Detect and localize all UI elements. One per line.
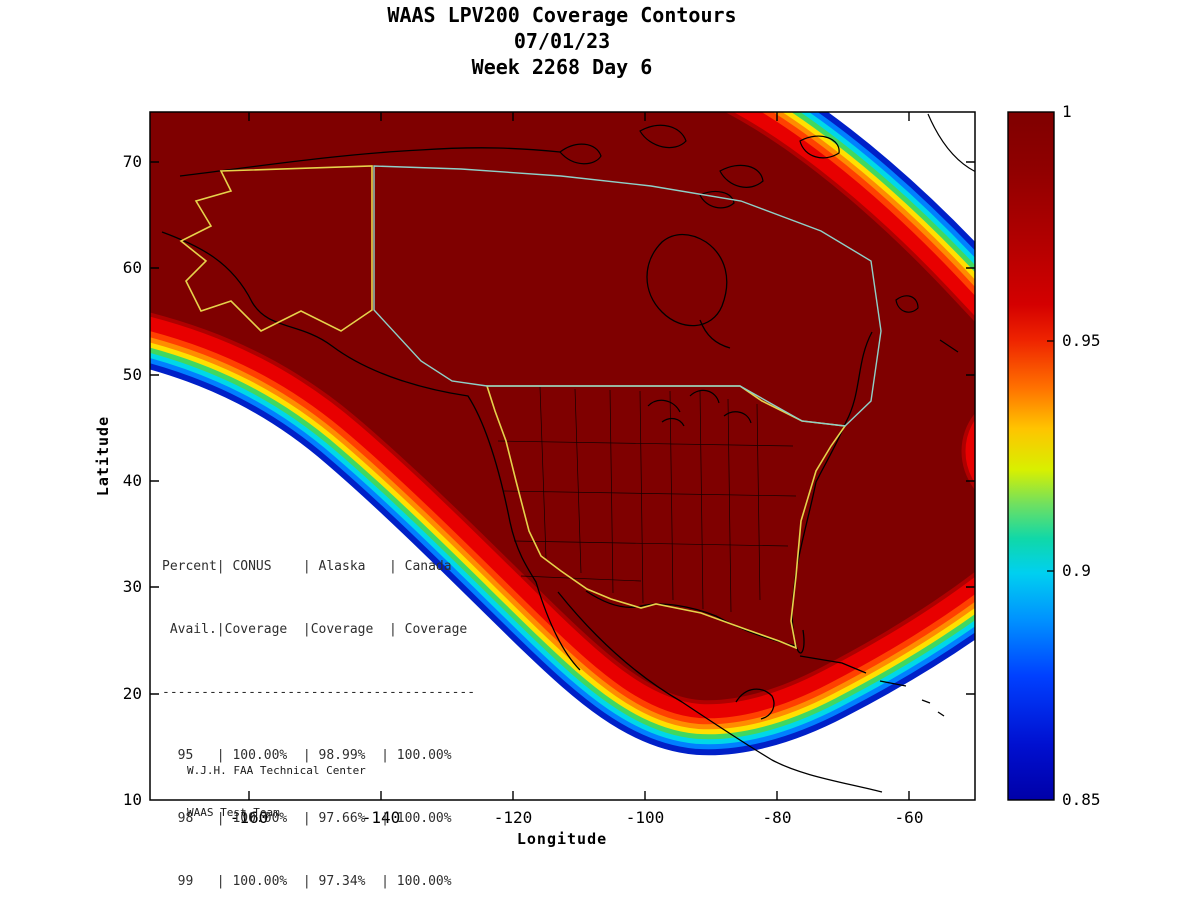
chart-title: WAAS LPV200 Coverage Contours [387,3,737,27]
x-tick-n120: -120 [493,808,533,827]
coastline-great-lakes [647,389,752,427]
credit-block: W.J.H. FAA Technical Center WAAS Test Te… [187,736,366,848]
chart-week-day: Week 2268 Day 6 [471,55,653,79]
x-tick-n100: -100 [625,808,665,827]
colorbar-tick-1: 1 [1062,102,1072,121]
y-tick-20: 20 [122,684,142,703]
coastline-hudson-bay [646,233,731,349]
y-tick-10: 10 [122,790,142,809]
x-tick-n140: -140 [361,808,401,827]
colorbar-gradient [1007,111,1055,801]
coastline-caribbean [735,655,945,720]
credit-line-2: WAAS Test Team [187,806,280,819]
y-tick-60: 60 [122,258,142,277]
x-tick-n60: -60 [894,808,924,827]
x-tick-n160: -160 [229,808,269,827]
availability-table-row-95: 95 | 100.00% | 98.99% | 100.00% [162,748,452,763]
chart-date: 07/01/23 [513,29,611,53]
coverage-contours [150,112,975,793]
coastline-west [161,147,883,793]
x-tick-n80: -80 [762,808,792,827]
y-tick-70: 70 [122,152,142,171]
colorbar-tick-marks [1047,340,1054,572]
coastline-arctic-islands [559,124,840,209]
y-tick-40: 40 [122,471,142,490]
alaska-border-outline [179,165,373,332]
y-tick-30: 30 [122,577,142,596]
colorbar-tick-095: 0.95 [1062,331,1101,350]
plot-border [149,111,976,801]
availability-table-header-1: Percent| CONUS | Alaska | Canada [162,559,452,574]
credit-line-1: W.J.H. FAA Technical Center [187,764,366,777]
colorbar-tick-09: 0.9 [1062,561,1091,580]
availability-table: Percent| CONUS | Alaska | Canada Avail.|… [162,514,475,900]
availability-table-row-98: 98 | 100.00% | 97.66% | 100.00% [162,811,452,826]
state-borders [497,386,797,613]
availability-table-row-99: 99 | 100.00% | 97.34% | 100.00% [162,874,452,889]
y-tick-50: 50 [122,365,142,384]
availability-table-header-2: Avail.|Coverage |Coverage | Coverage [162,622,468,637]
axis-tick-marks [150,112,975,800]
x-axis-label: Longitude [516,830,608,848]
colorbar-tick-085: 0.85 [1062,790,1101,809]
canada-border-outline [373,165,882,427]
availability-table-divider: ---------------------------------------- [162,685,476,700]
coastline-northeast-corner [895,113,975,353]
chart-title-block: WAAS LPV200 Coverage Contours 07/01/23 W… [387,2,736,80]
